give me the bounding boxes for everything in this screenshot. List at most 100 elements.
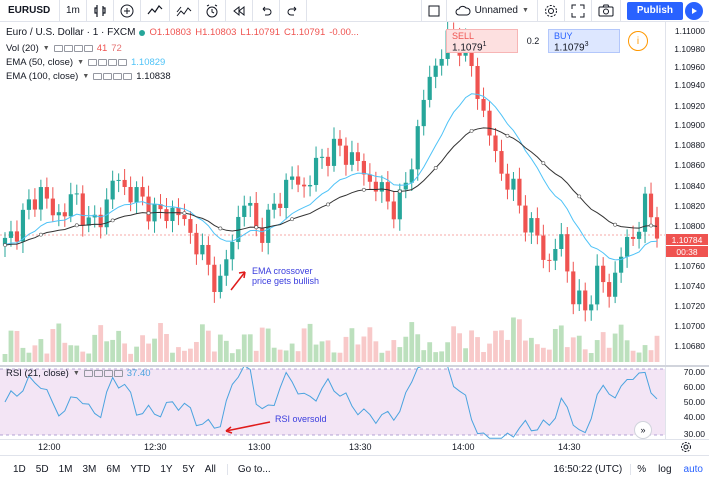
volume-bar	[26, 352, 32, 362]
price-chart[interactable]	[0, 22, 665, 365]
range-1y[interactable]: 1Y	[160, 464, 173, 475]
candle-body	[266, 209, 271, 243]
volume-bar	[98, 325, 104, 362]
rsi-pane[interactable]	[0, 367, 665, 439]
volume-bar	[606, 347, 612, 362]
candle-body	[583, 290, 588, 311]
rsi-legend[interactable]: RSI (21, close) ▼ 37.40	[6, 368, 151, 379]
candle-body	[98, 214, 103, 228]
pane-separator[interactable]	[0, 365, 709, 367]
redo-icon	[287, 6, 297, 15]
time-axis[interactable]: 12:00 12:30 13:00 13:30 14:00 14:30	[0, 439, 709, 455]
candle-body	[319, 156, 325, 158]
volume-bar	[546, 349, 552, 362]
candle-body	[577, 290, 582, 305]
replay-button[interactable]	[226, 0, 253, 22]
sell-label: SELL	[452, 31, 475, 41]
volume-bar	[188, 348, 193, 362]
ema100-legend[interactable]: EMA (100, close) ▼ 1.10838	[6, 71, 171, 82]
buy-button[interactable]: BUY 1.10793	[548, 29, 620, 53]
volume-bar	[211, 351, 217, 362]
candle-body	[134, 187, 139, 203]
clock[interactable]: 16:50:22 (UTC)	[553, 464, 623, 475]
candle-body	[523, 205, 528, 233]
candle-body	[20, 209, 26, 242]
range-5y[interactable]: 5Y	[182, 464, 195, 475]
layout-select-button[interactable]	[422, 0, 447, 22]
scroll-to-realtime-button[interactable]: »	[634, 421, 652, 439]
indicators-button[interactable]	[141, 0, 170, 22]
snapshot-button[interactable]	[592, 0, 621, 22]
templates-button[interactable]	[170, 0, 199, 22]
log-toggle[interactable]: log	[658, 464, 672, 475]
candle-body	[140, 187, 145, 197]
time-tick-label: 14:30	[558, 442, 581, 452]
rsi-tick-label: 40.00	[683, 412, 705, 422]
candle-body	[541, 235, 546, 260]
vol-legend[interactable]: Vol (20) ▼ 41 72	[6, 43, 122, 54]
range-6m[interactable]: 6M	[106, 464, 121, 475]
auto-toggle[interactable]: auto	[683, 464, 703, 475]
play-button[interactable]	[685, 1, 703, 20]
candle-body	[625, 236, 630, 257]
volume-bar	[152, 338, 157, 362]
volume-bar	[624, 340, 630, 362]
volume-bar	[68, 345, 74, 362]
candle-body	[32, 199, 37, 210]
candle-body	[307, 185, 313, 187]
chart-type-button[interactable]	[87, 0, 114, 22]
ema50-legend[interactable]: EMA (50, close) ▼ 1.10829	[6, 57, 165, 68]
rsi-axis[interactable]: 70.00 60.00 50.00 40.00 30.00	[665, 367, 709, 439]
volume-bar	[325, 340, 331, 362]
compare-button[interactable]	[114, 0, 141, 22]
settings-button[interactable]	[538, 0, 565, 22]
info-icon[interactable]: i	[628, 31, 648, 51]
range-ytd[interactable]: YTD	[130, 464, 151, 475]
candle-body	[272, 203, 277, 210]
rsi-tick-label: 60.00	[683, 382, 705, 392]
range-5d[interactable]: 5D	[35, 464, 49, 475]
interval-button[interactable]: 1m	[60, 0, 87, 22]
gear-icon[interactable]	[680, 441, 692, 456]
fullscreen-button[interactable]	[565, 0, 592, 22]
indicator-controls[interactable]	[53, 45, 93, 52]
range-3m[interactable]: 3M	[82, 464, 97, 475]
volume-bar	[295, 351, 301, 362]
rsi-oversold-arrow	[225, 421, 271, 434]
volume-bar	[367, 327, 373, 362]
goto-button[interactable]: Go to...	[226, 464, 281, 475]
volume-bar	[116, 330, 122, 362]
indicator-controls[interactable]	[83, 370, 123, 377]
price-axis[interactable]: 1.11000 1.10980 1.10960 1.10940 1.10920 1.109…	[665, 22, 709, 365]
symbol-search[interactable]: EURUSD	[0, 0, 60, 22]
range-all[interactable]: All	[204, 464, 216, 475]
time-tick-label: 12:00	[38, 442, 61, 452]
indicator-controls[interactable]	[93, 73, 133, 80]
volume-bar	[194, 341, 199, 362]
alert-button[interactable]	[199, 0, 226, 22]
range-1d[interactable]: 1D	[13, 464, 26, 475]
volume-bar	[247, 334, 253, 362]
candle-body	[56, 212, 61, 216]
redo-button[interactable]	[280, 0, 307, 22]
market-status-dot	[139, 29, 146, 36]
ohlc-high: H1.10803	[195, 27, 237, 38]
range-1m[interactable]: 1M	[58, 464, 73, 475]
sell-button[interactable]: SELL 1.10791	[446, 29, 518, 53]
undo-button[interactable]	[253, 0, 280, 22]
ema-marker	[290, 217, 295, 222]
candle-body	[654, 217, 660, 239]
volume-bar	[283, 350, 289, 362]
candle-body	[242, 205, 247, 217]
volume-bar	[319, 341, 325, 362]
indicator-controls[interactable]	[88, 59, 127, 66]
volume-bar	[253, 350, 259, 362]
save-layout-button[interactable]: Unnamed ▼	[447, 0, 538, 22]
publish-button[interactable]: Publish	[626, 1, 683, 20]
percent-toggle[interactable]: %	[630, 464, 652, 475]
price-tick-label: 1.10740	[674, 281, 705, 291]
volume-bar	[636, 352, 642, 362]
volume-bar	[499, 330, 504, 362]
candle-body	[349, 152, 355, 165]
candle-body	[176, 207, 181, 216]
